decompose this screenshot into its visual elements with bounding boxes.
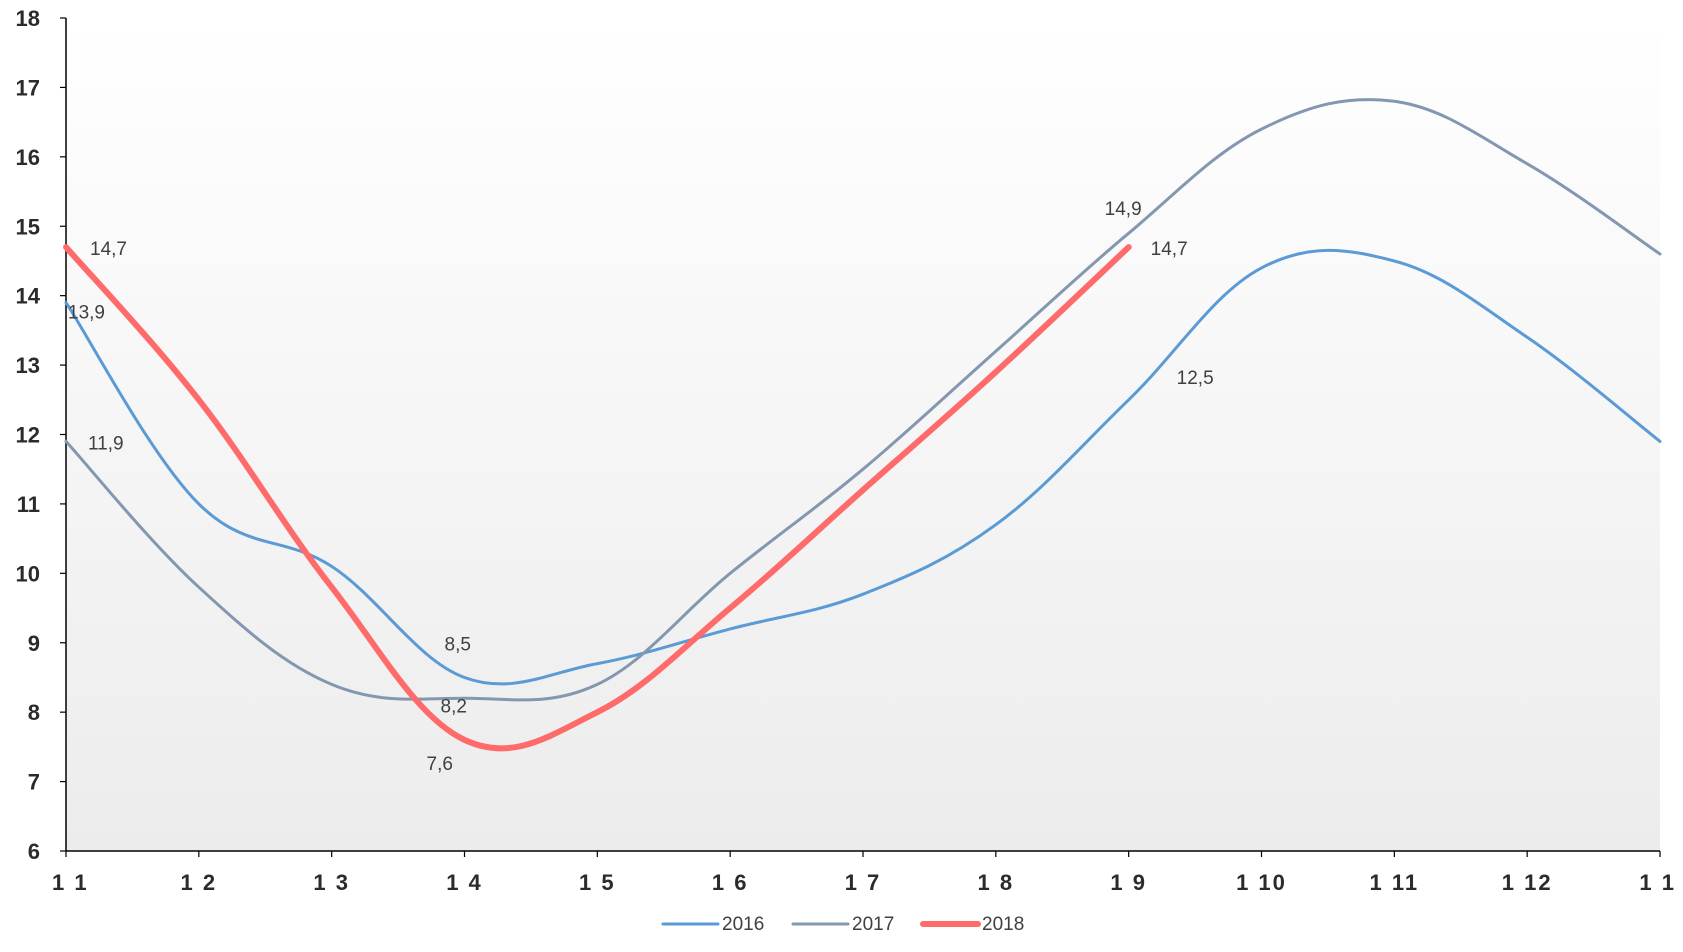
x-tick-label: 1 1: [1639, 870, 1676, 895]
data-label-2018: 7,6: [427, 754, 453, 775]
data-label-2018: 14,7: [90, 239, 127, 260]
x-tick-label: 1 6: [712, 870, 749, 895]
data-label-2016: 12,5: [1177, 368, 1214, 389]
y-tick-label: 15: [16, 214, 40, 239]
legend-label-2017: 2017: [852, 914, 894, 935]
y-tick-label: 7: [28, 770, 40, 795]
y-tick-label: 6: [28, 839, 40, 864]
y-tick-label: 10: [16, 561, 40, 586]
legend-label-2016: 2016: [722, 914, 764, 935]
x-tick-label: 1 12: [1502, 870, 1553, 895]
data-label-2017: 14,9: [1105, 199, 1142, 220]
data-label-2016: 8,5: [445, 634, 471, 655]
y-tick-label: 9: [28, 631, 40, 656]
x-tick-label: 1 7: [845, 870, 882, 895]
x-tick-label: 1 10: [1236, 870, 1287, 895]
plot-area: [66, 18, 1660, 851]
x-tick-label: 1 8: [978, 870, 1015, 895]
x-tick-label: 1 4: [446, 870, 483, 895]
x-tick-label: 1 2: [181, 870, 218, 895]
y-tick-label: 11: [17, 492, 40, 517]
x-tick-label: 1 3: [313, 870, 350, 895]
y-tick-label: 16: [16, 145, 40, 170]
data-label-2017: 8,2: [441, 696, 467, 717]
data-label-2017: 11,9: [88, 433, 124, 454]
data-label-2018: 14,7: [1151, 239, 1188, 260]
x-tick-label: 1 5: [579, 870, 616, 895]
x-tick-label: 1 11: [1370, 870, 1420, 895]
x-tick-label: 1 1: [52, 870, 89, 895]
x-tick-label: 1 9: [1110, 870, 1147, 895]
data-label-2016: 13,9: [68, 303, 105, 324]
y-tick-label: 8: [28, 700, 40, 725]
y-tick-label: 14: [16, 284, 41, 309]
y-tick-label: 13: [16, 353, 40, 378]
y-tick-label: 17: [16, 75, 40, 100]
legend-label-2018: 2018: [982, 914, 1024, 935]
y-tick-label: 18: [16, 6, 40, 31]
y-tick-label: 12: [16, 423, 40, 448]
